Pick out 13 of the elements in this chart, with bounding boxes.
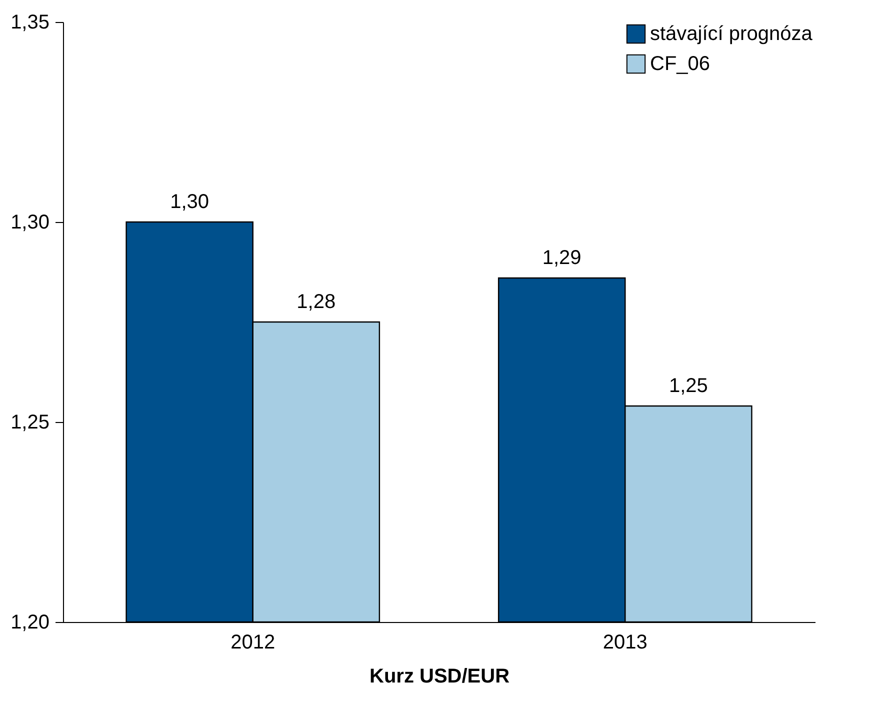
y-tick-label: 1,35 (10, 12, 50, 34)
legend-label: stávající prognóza (650, 23, 814, 45)
x-tick-label: 2013 (602, 632, 648, 654)
data-label: 1,30 (170, 191, 210, 213)
data-label: 1,29 (542, 247, 582, 269)
x-axis-title: Kurz USD/EUR (369, 666, 510, 688)
y-tick-label: 1,20 (10, 612, 50, 634)
x-tick-label: 2012 (230, 632, 276, 654)
y-tick-label: 1,25 (10, 412, 50, 434)
data-label: 1,28 (296, 291, 336, 313)
legend-label: CF_06 (650, 53, 710, 75)
y-tick-label: 1,30 (10, 212, 50, 234)
data-label: 1,25 (668, 375, 708, 397)
